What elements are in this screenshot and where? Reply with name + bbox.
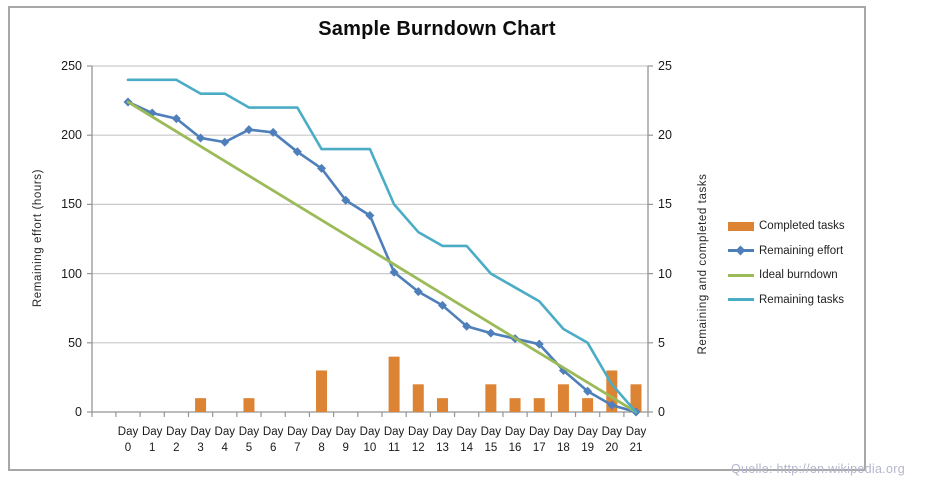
left-axis-tick-label: 100 (61, 266, 82, 281)
marker-diamond (341, 195, 351, 205)
x-axis-label: Day 5 (238, 426, 260, 454)
x-axis-label: Day 19 (577, 426, 598, 454)
left-axis-title: Remaining effort (hours) (32, 168, 44, 308)
x-axis-label: Day 8 (311, 426, 332, 454)
marker-diamond (486, 328, 496, 338)
bar-completed-tasks (485, 384, 497, 412)
right-axis-tick-label: 10 (658, 266, 672, 281)
chart-title: Sample Burndown Chart (318, 18, 556, 40)
right-axis-tick-label: 5 (658, 335, 665, 350)
legend-line-swatch-icon (728, 298, 754, 302)
x-axis-label: Day 2 (166, 426, 187, 454)
bar-completed-tasks (582, 398, 594, 412)
x-axis-label: Day 20 (601, 426, 623, 454)
right-axis-tick-label: 20 (658, 128, 672, 143)
bar-completed-tasks (630, 384, 642, 412)
right-axis-tick-label: 15 (658, 197, 672, 212)
marker-diamond (317, 163, 327, 173)
x-axis-label: Day 17 (529, 426, 550, 454)
marker-diamond (171, 114, 181, 124)
legend: Completed tasks Remaining effort Ideal bur… (728, 214, 845, 312)
x-axis-label: Day 1 (141, 426, 163, 454)
marker-diamond (534, 339, 544, 349)
x-axis-label: Day 18 (553, 426, 574, 454)
legend-item-ideal-burndown: Ideal burndown (728, 263, 845, 288)
marker-diamond (220, 137, 230, 147)
bar-completed-tasks (316, 370, 328, 412)
left-axis-tick-label: 150 (61, 197, 82, 212)
legend-label: Ideal burndown (759, 269, 838, 282)
right-axis-title: Remaining and completed tasks (697, 173, 709, 355)
x-axis-label: Day 14 (456, 426, 477, 454)
marker-diamond (389, 267, 399, 277)
legend-bar-swatch-icon (728, 221, 754, 231)
x-axis-label: Day 13 (432, 426, 453, 454)
bar-completed-tasks (195, 398, 207, 412)
legend-label: Completed tasks (759, 220, 845, 233)
right-axis-tick-label: 0 (658, 405, 665, 419)
marker-diamond (437, 300, 447, 310)
legend-line-swatch-icon (728, 273, 754, 277)
marker-diamond (607, 400, 617, 410)
x-axis-label: Day 3 (190, 426, 211, 454)
marker-diamond (244, 125, 254, 135)
legend-item-completed-tasks: Completed tasks (728, 214, 845, 239)
bar-completed-tasks (412, 384, 424, 412)
legend-line-swatch-icon (728, 245, 754, 256)
left-axis-tick-label: 250 (61, 59, 82, 73)
spacer (648, 66, 653, 239)
x-axis-label: Day 7 (287, 426, 308, 454)
marker-diamond (462, 321, 472, 331)
left-axis-tick-label: 200 (61, 128, 82, 143)
bar-completed-tasks (388, 356, 400, 412)
diamond-marker-icon (735, 245, 746, 256)
spacer (648, 343, 653, 378)
marker-diamond (292, 147, 302, 157)
bar-completed-tasks (557, 384, 569, 412)
left-axis-tick-label: 50 (68, 335, 82, 350)
bar-completed-tasks (533, 398, 545, 412)
x-axis-label: Day 15 (480, 426, 502, 454)
bar-completed-tasks (243, 398, 255, 412)
line-remaining-effort (126, 100, 638, 414)
x-axis-label: Day 11 (383, 426, 405, 454)
marker-diamond (268, 127, 278, 137)
marker-diamond (365, 210, 375, 220)
x-axis-label: Day 21 (625, 426, 647, 454)
x-axis-label: Day 12 (408, 426, 429, 454)
x-axis-label: Day 0 (117, 426, 139, 454)
legend-label: Remaining effort (759, 244, 844, 257)
legend-label: Remaining tasks (759, 293, 845, 306)
line-remaining-tasks (126, 78, 638, 414)
right-axis-tick-label: 25 (658, 59, 672, 73)
x-axis-label: Day 16 (504, 426, 526, 454)
left-axis-tick-label: 0 (75, 405, 82, 419)
legend-item-remaining-tasks: Remaining tasks (728, 288, 845, 313)
bar-completed-tasks (606, 370, 618, 412)
source-credit: Quelle: http://en.wikipedia.org (731, 462, 905, 476)
marker-diamond (413, 287, 423, 297)
x-axis-label: Day 9 (335, 426, 356, 454)
spacer (648, 204, 653, 308)
marker-diamond (583, 386, 593, 396)
x-axis-label: Day 10 (359, 426, 381, 454)
legend-item-remaining-effort: Remaining effort (728, 239, 845, 264)
spacer (648, 274, 653, 343)
chart-frame (8, 6, 866, 471)
marker-diamond (196, 133, 206, 143)
line-ideal-burndown (126, 100, 638, 414)
x-axis-label: Day 6 (262, 426, 284, 454)
bar-completed-tasks (509, 398, 521, 412)
x-axis-label: Day 4 (214, 426, 235, 454)
bar-completed-tasks (436, 398, 448, 412)
